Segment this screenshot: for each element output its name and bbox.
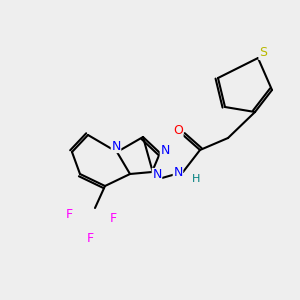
Text: H: H xyxy=(192,174,200,184)
Text: F: F xyxy=(65,208,73,221)
Text: N: N xyxy=(152,169,162,182)
Text: O: O xyxy=(173,124,183,136)
Text: S: S xyxy=(259,46,267,59)
Text: N: N xyxy=(111,140,121,152)
Text: F: F xyxy=(86,232,94,244)
Text: N: N xyxy=(173,166,183,178)
Text: F: F xyxy=(110,212,117,224)
Text: N: N xyxy=(160,145,170,158)
